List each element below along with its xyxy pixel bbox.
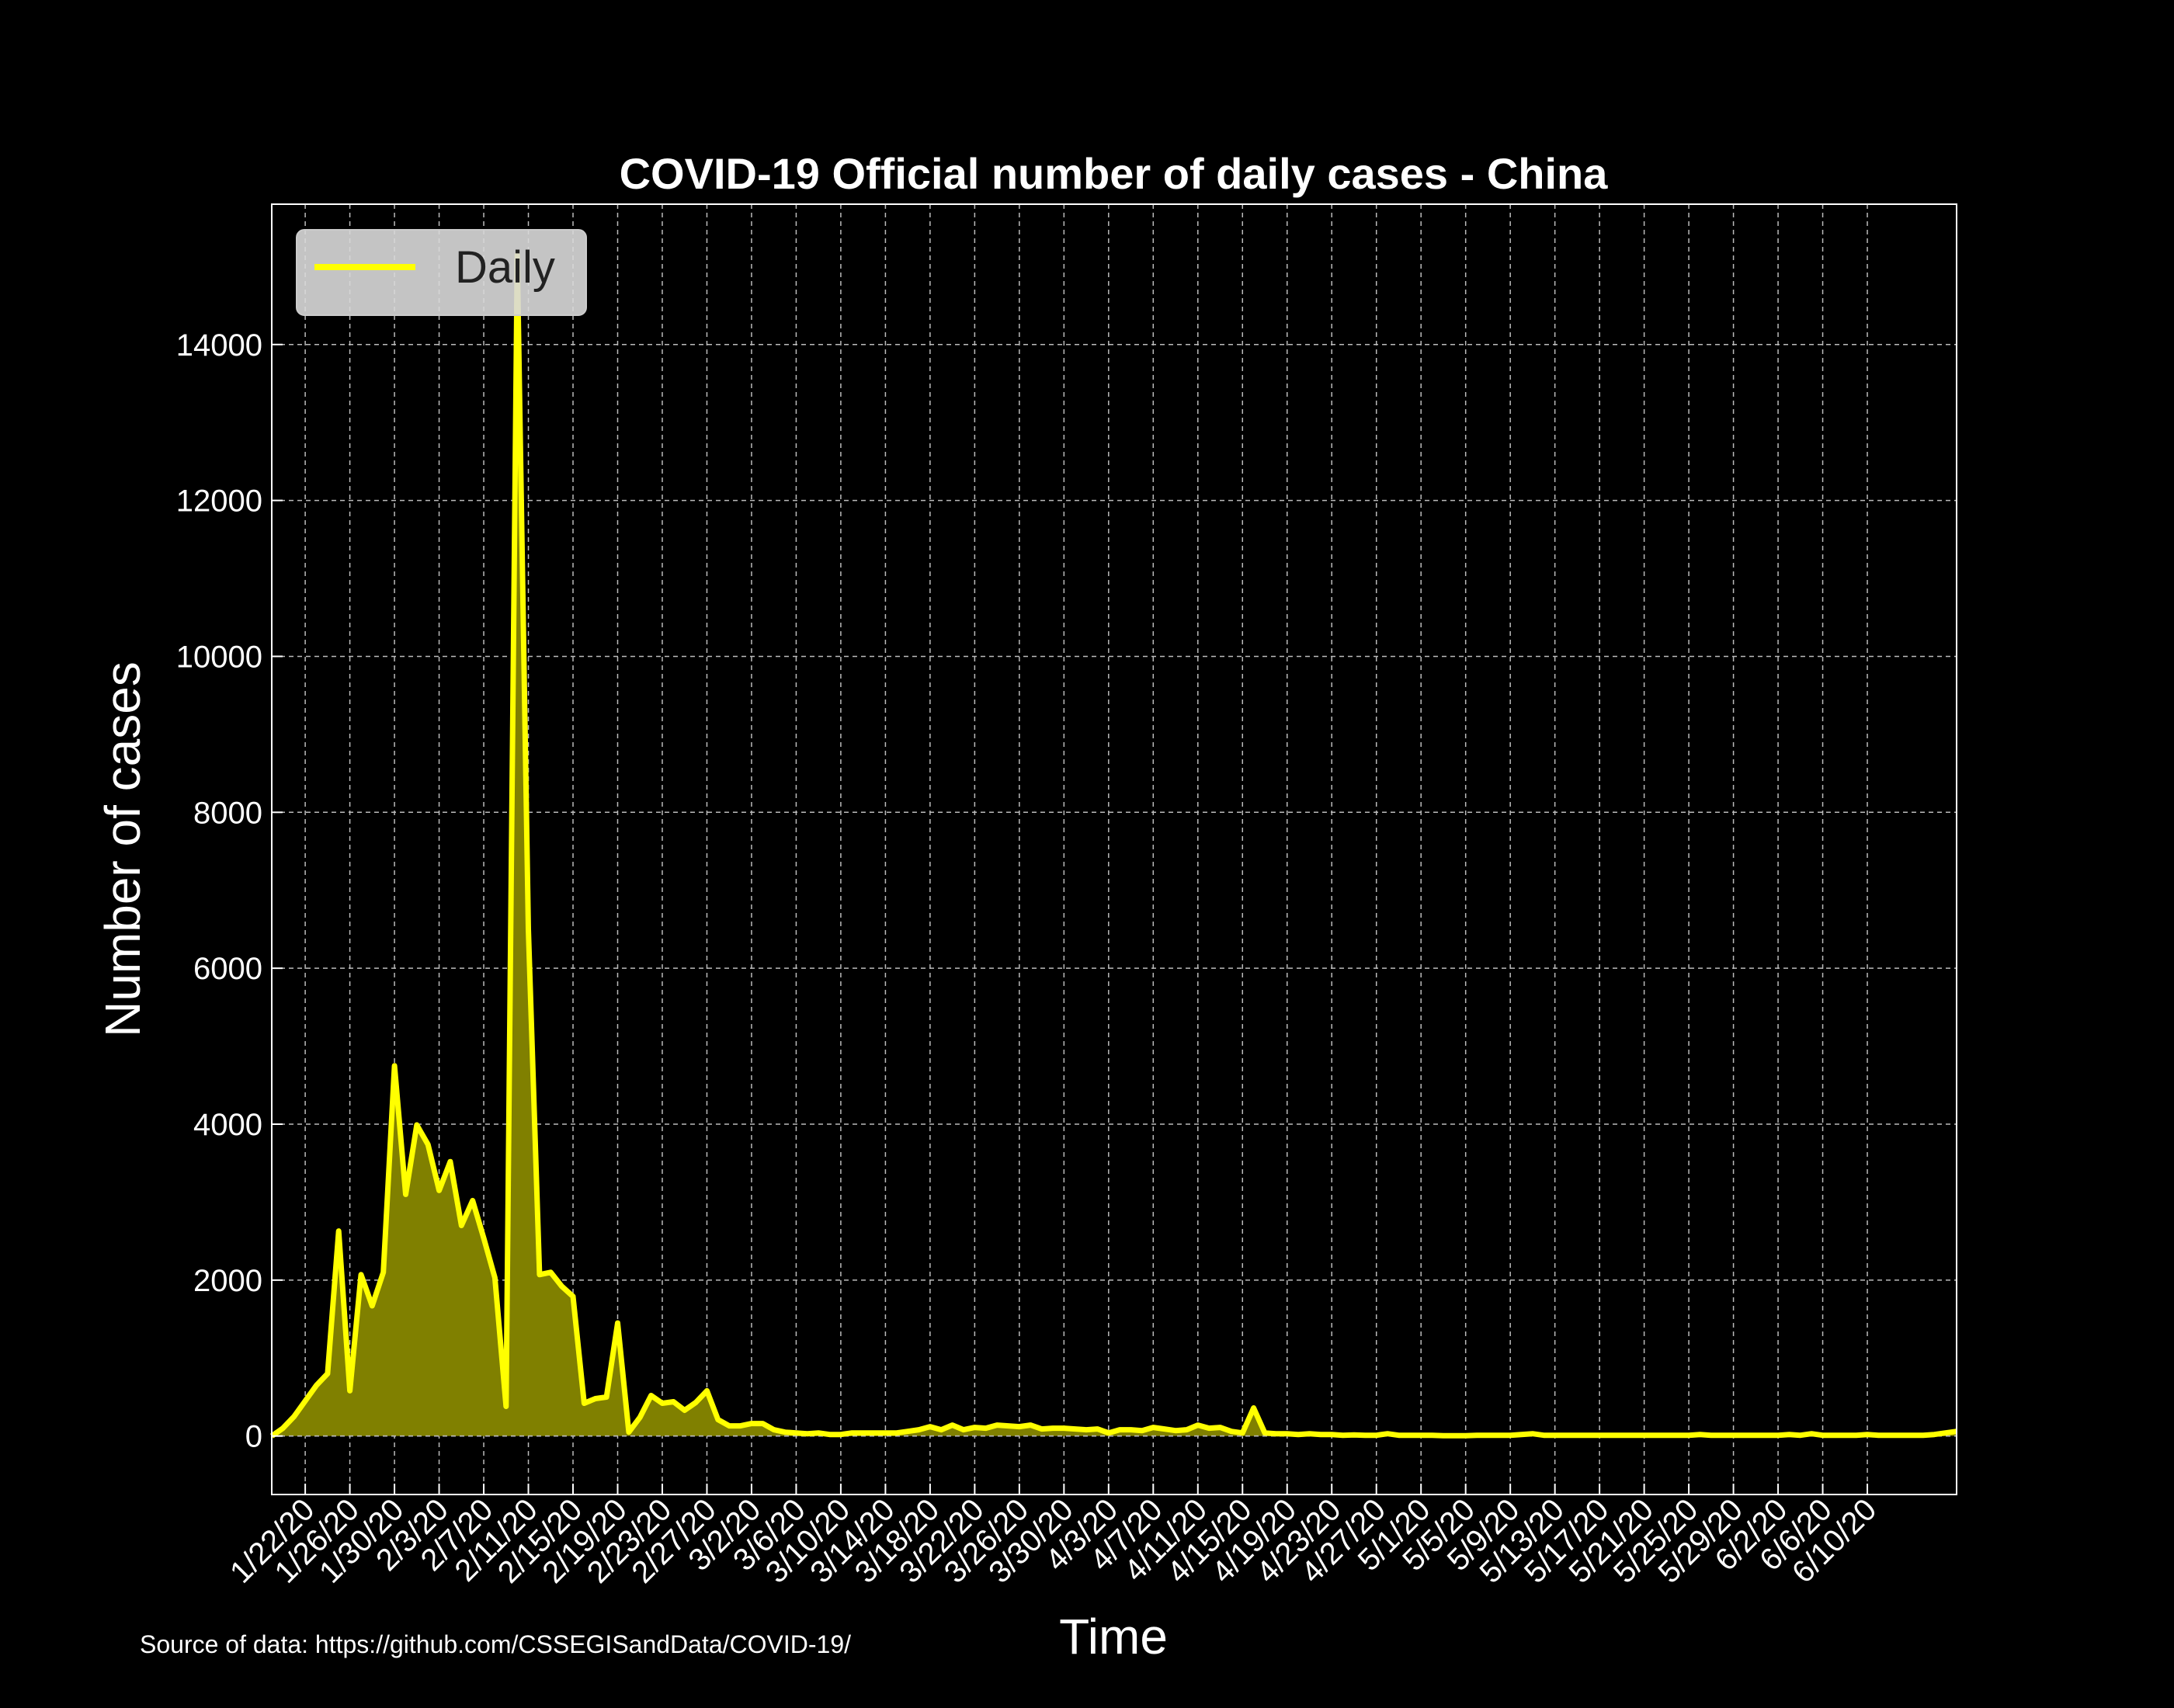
y-axis-ticks: 0 2000 4000 6000 8000 10000 12000 14000 (176, 328, 283, 1454)
legend: Daily (296, 229, 587, 316)
source-note: Source of data: https://github.com/CSSEG… (140, 1630, 852, 1658)
plot-series (269, 252, 1957, 1439)
y-tick-label: 0 (245, 1420, 262, 1454)
legend-box (296, 229, 587, 316)
plot-frame (271, 203, 1957, 1495)
grid-lines (272, 204, 1957, 1494)
y-tick-label: 6000 (193, 952, 262, 986)
y-tick-label: 2000 (193, 1264, 262, 1298)
legend-label-daily: Daily (455, 242, 555, 293)
y-tick-label: 8000 (193, 796, 262, 830)
y-tick-label: 4000 (193, 1108, 262, 1142)
series-area-daily (272, 255, 1957, 1436)
y-tick-label: 10000 (176, 640, 262, 674)
y-tick-label: 14000 (176, 328, 262, 363)
x-axis-label: Time (1059, 1609, 1168, 1665)
y-tick-label: 12000 (176, 484, 262, 519)
chart-title: COVID-19 Official number of daily cases … (620, 149, 1609, 198)
y-axis-label: Number of cases (95, 661, 151, 1037)
series-line-daily (269, 252, 1957, 1439)
